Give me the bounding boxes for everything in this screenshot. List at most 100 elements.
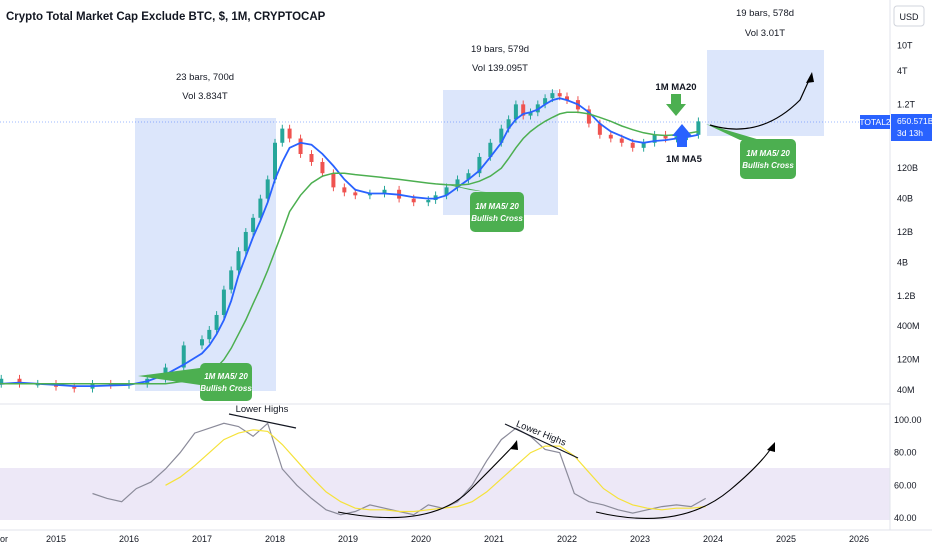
projection-curve-price — [709, 77, 811, 130]
price-tick-label: 1.2B — [897, 291, 916, 301]
lower-highs-line-1 — [228, 413, 297, 429]
current-price-countdown: 3d 13h — [897, 128, 923, 138]
ma-lines-group — [0, 97, 699, 387]
bullish-cross-callout-3: 1M MA5/ 20 Bullish Cross — [706, 124, 796, 179]
candle-body — [273, 142, 277, 180]
candle-body — [477, 156, 482, 174]
candle-body — [251, 217, 256, 232]
series-name: TOTAL2 — [859, 117, 891, 127]
candle-body — [597, 123, 602, 135]
time-tick-label: 2018 — [265, 534, 285, 544]
range1-bars: 23 bars, 700d — [176, 72, 234, 83]
time-tick-label: 2026 — [849, 534, 869, 544]
callout3-line1: 1M MA5/ 20 — [746, 149, 790, 158]
candle-body — [200, 339, 204, 346]
ma5-label: 1M MA5 — [666, 154, 703, 165]
candle-body — [17, 378, 22, 384]
ma5-line — [0, 97, 699, 387]
candle-body — [72, 386, 77, 389]
price-tick-label: 1.2T — [897, 99, 916, 109]
candle-body — [557, 93, 562, 97]
candle-body — [265, 179, 270, 199]
candle-body — [652, 134, 657, 143]
candle-body — [488, 142, 493, 157]
time-tick-label: or — [0, 534, 8, 544]
candle-body — [586, 109, 591, 124]
callout2-line1: 1M MA5/ 20 — [475, 202, 519, 211]
candle-body — [342, 187, 347, 193]
candles-group — [0, 89, 701, 393]
rsi-ma-line — [165, 429, 706, 513]
time-tick-label: 2020 — [411, 534, 431, 544]
currency-box[interactable] — [893, 5, 925, 27]
price-tick-label: 4T — [897, 66, 908, 76]
candle-body — [280, 128, 285, 143]
candle-body — [207, 329, 212, 340]
ma5-arrow-icon — [672, 124, 692, 147]
price-tick-label: 400M — [897, 321, 920, 331]
rsi-arc-1 — [337, 443, 516, 519]
chart-title: Crypto Total Market Cap Exclude BTC, $, … — [6, 11, 326, 23]
candle-body — [513, 104, 518, 120]
callout2-line2: Bullish Cross — [471, 214, 523, 223]
time-tick-label: 2021 — [484, 534, 504, 544]
candle-body — [528, 112, 533, 116]
range2-bars: 19 bars, 579d — [471, 44, 529, 55]
range2-vol: Vol 139.095T — [472, 63, 528, 74]
currency-label[interactable]: USD — [899, 12, 919, 22]
candle-body — [309, 154, 314, 162]
rsi-band — [0, 468, 890, 520]
rsi-tick-label: 40.00 — [894, 513, 917, 523]
candle-body — [466, 173, 471, 180]
rsi-tick-label: 100.00 — [894, 415, 922, 425]
rsi-tick-label: 80.00 — [894, 448, 917, 458]
bullish-cross-callout-2: 1M MA5/ 20 Bullish Cross — [440, 183, 524, 232]
range3-bars: 19 bars, 578d — [736, 8, 794, 19]
candle-body — [565, 96, 569, 101]
candle-body — [411, 198, 416, 203]
rsi-arc2-arrow-icon — [767, 442, 775, 452]
range3-vol: Vol 3.01T — [745, 28, 785, 39]
candle-body — [543, 98, 548, 105]
ma20-line — [0, 111, 699, 385]
rsi-arc-2 — [595, 446, 773, 519]
candle-body — [506, 119, 511, 129]
candle-body — [236, 251, 241, 271]
ma20-arrow-icon — [666, 94, 686, 116]
candle-body — [229, 270, 234, 290]
candle-body — [298, 138, 303, 155]
candle-body — [181, 345, 186, 368]
candle-body — [608, 134, 613, 139]
price-tick-label: 40M — [897, 385, 915, 395]
time-tick-label: 2017 — [192, 534, 212, 544]
callout3-line2: Bullish Cross — [742, 161, 794, 170]
candle-body — [641, 142, 646, 148]
lower-highs-label-2: Lower Highs — [514, 419, 567, 449]
price-tick-label: 10T — [897, 41, 913, 51]
candle-body — [331, 173, 336, 188]
candle-body — [444, 187, 449, 196]
axes-group: 10T 4T 1.2T 120B 40B 12B 4B 1.2B 400M 120M 40M 100.… — [0, 41, 922, 544]
time-tick-label: 2015 — [46, 534, 66, 544]
callout1-line2: Bullish Cross — [200, 384, 252, 393]
candle-body — [426, 200, 431, 203]
candle-body — [521, 104, 526, 116]
candle-body — [214, 314, 219, 330]
bullish-cross-callout-1: 1M MA5/ 20 Bullish Cross — [138, 363, 252, 401]
current-price-tag — [891, 114, 932, 141]
candle-body — [663, 134, 668, 139]
candle-body — [674, 136, 679, 139]
rsi-arc1-arrow-icon — [510, 440, 518, 450]
series-name-tag — [860, 115, 890, 129]
candle-body — [550, 93, 555, 99]
candle-body — [630, 142, 635, 148]
candle-body — [0, 378, 4, 384]
price-tick-label: 12B — [897, 227, 913, 237]
price-tick-label: 4B — [897, 257, 908, 267]
time-tick-label: 2025 — [776, 534, 796, 544]
candle-body — [320, 161, 325, 174]
current-price-value: 650.571B — [897, 116, 932, 126]
range1-vol: Vol 3.834T — [182, 91, 228, 102]
ma20-label: 1M MA20 — [655, 82, 696, 93]
